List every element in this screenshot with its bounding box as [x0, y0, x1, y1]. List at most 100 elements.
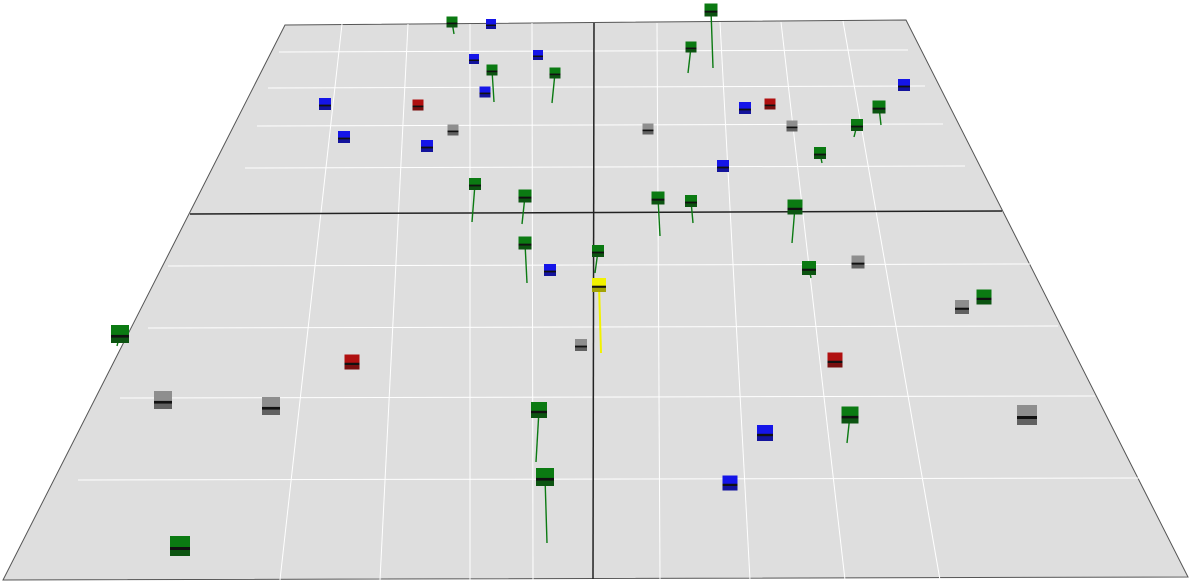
marker-gray-cube[interactable] — [1017, 405, 1037, 425]
marker-cube-side — [955, 309, 969, 314]
marker-cube-side — [722, 486, 738, 491]
marker-cube-top — [814, 147, 826, 154]
marker-gray-cube[interactable] — [154, 391, 172, 409]
marker-blue-cube[interactable] — [544, 264, 556, 276]
marker-gray-cube[interactable] — [575, 339, 587, 351]
marker-cube-side — [338, 139, 350, 143]
marker-green-cube[interactable] — [814, 147, 826, 164]
marker-green-cube[interactable] — [651, 191, 665, 237]
marker-green-cube[interactable] — [486, 64, 498, 103]
grid-line — [531, 22, 534, 581]
grid-line — [656, 22, 661, 581]
grid-line — [256, 123, 944, 127]
marker-green-cube[interactable] — [841, 406, 859, 444]
board-plane[interactable] — [2, 19, 1189, 581]
marker-cube-side — [651, 200, 665, 205]
marker-green-cube[interactable] — [685, 195, 697, 224]
marker-blue-cube[interactable] — [421, 140, 433, 152]
marker-green-cube[interactable] — [170, 536, 190, 556]
marker-green-cube[interactable] — [787, 199, 803, 244]
grid-line — [379, 23, 409, 581]
marker-red-cube[interactable] — [412, 99, 424, 111]
marker-blue-cube[interactable] — [722, 475, 738, 491]
marker-cube-top — [469, 178, 481, 185]
marker-pole — [598, 284, 602, 354]
marker-pole — [471, 183, 476, 223]
marker-blue-cube[interactable] — [319, 98, 331, 110]
marker-cube-top — [757, 425, 773, 434]
marker-green-cube[interactable] — [976, 289, 992, 305]
marker-gray-cube[interactable] — [955, 300, 969, 314]
marker-cube-side — [757, 436, 773, 441]
axis-line-vertical — [592, 22, 595, 580]
marker-cube-top — [533, 50, 543, 56]
marker-cube-top — [154, 391, 172, 401]
marker-blue-cube[interactable] — [898, 79, 910, 91]
marker-cube-side — [469, 61, 479, 64]
marker-cube-top — [802, 261, 816, 269]
marker-cube-top — [262, 397, 280, 407]
marker-cube-top — [717, 160, 729, 167]
marker-blue-cube[interactable] — [717, 160, 729, 172]
markers-layer — [111, 3, 1037, 556]
marker-cube-side — [802, 270, 816, 275]
marker-green-cube[interactable] — [531, 402, 547, 463]
marker-gray-cube[interactable] — [851, 255, 865, 269]
marker-cube-top — [898, 79, 910, 86]
marker-cube-top — [575, 339, 587, 346]
marker-cube-top — [787, 199, 803, 208]
marker-green-cube[interactable] — [592, 245, 604, 274]
marker-gray-cube[interactable] — [262, 397, 280, 415]
marker-cube-top — [592, 245, 604, 252]
marker-cube-side — [544, 272, 556, 276]
axis-line-horizontal — [189, 210, 1003, 215]
marker-cube-top — [722, 475, 738, 484]
marker-blue-cube[interactable] — [533, 50, 543, 60]
marker-green-cube[interactable] — [518, 236, 532, 284]
marker-gray-cube[interactable] — [786, 120, 798, 132]
grid-line — [77, 477, 1146, 481]
marker-gray-cube[interactable] — [642, 123, 654, 135]
marker-green-cube[interactable] — [872, 100, 886, 126]
marker-cube-side — [976, 300, 992, 305]
marker-cube-top — [421, 140, 433, 147]
marker-cube-top — [841, 406, 859, 416]
marker-green-cube[interactable] — [446, 16, 458, 35]
marker-red-cube[interactable] — [344, 354, 360, 370]
marker-green-cube[interactable] — [518, 189, 532, 225]
marker-cube-top — [851, 255, 865, 263]
marker-green-cube[interactable] — [685, 41, 697, 74]
marker-cube-side — [154, 403, 172, 409]
marker-cube-side — [486, 26, 496, 29]
marker-green-cube[interactable] — [111, 325, 129, 347]
marker-blue-cube[interactable] — [486, 19, 496, 29]
marker-blue-cube[interactable] — [479, 86, 491, 98]
marker-blue-cube[interactable] — [739, 102, 751, 114]
marker-cube-top — [446, 16, 458, 23]
marker-yellow-cube[interactable] — [592, 278, 606, 354]
marker-green-cube[interactable] — [802, 261, 816, 279]
marker-red-cube[interactable] — [764, 98, 776, 110]
marker-red-cube[interactable] — [827, 352, 843, 368]
marker-cube-side — [685, 49, 697, 53]
marker-cube-top — [851, 119, 863, 126]
marker-green-cube[interactable] — [851, 119, 863, 138]
marker-green-cube[interactable] — [704, 3, 718, 69]
marker-blue-cube[interactable] — [469, 54, 479, 64]
marker-cube-side — [319, 106, 331, 110]
marker-cube-side — [486, 72, 498, 76]
marker-cube-top — [486, 64, 498, 71]
marker-cube-side — [704, 12, 718, 17]
marker-cube-side — [549, 75, 561, 79]
marker-cube-top — [685, 41, 697, 48]
marker-cube-side — [787, 210, 803, 215]
marker-gray-cube[interactable] — [447, 124, 459, 136]
marker-blue-cube[interactable] — [338, 131, 350, 143]
marker-cube-top — [764, 98, 776, 105]
marker-green-cube[interactable] — [536, 468, 554, 544]
marker-cube-side — [592, 287, 606, 292]
marker-green-cube[interactable] — [549, 67, 561, 104]
marker-blue-cube[interactable] — [757, 425, 773, 441]
marker-green-cube[interactable] — [469, 178, 481, 223]
